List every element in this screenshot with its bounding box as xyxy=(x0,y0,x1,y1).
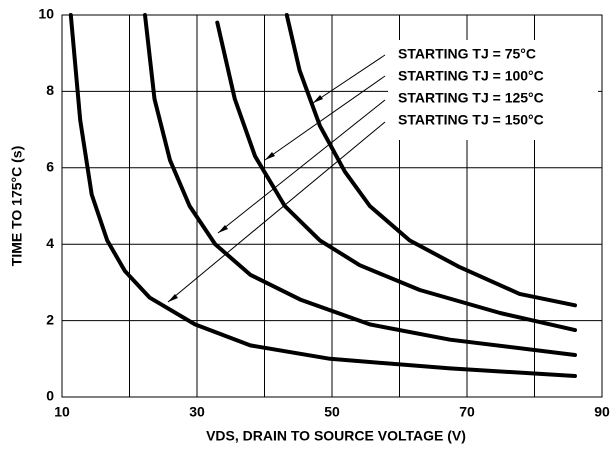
legend-label: STARTING TJ = 150°C xyxy=(398,112,544,128)
legend-label: STARTING TJ = 125°C xyxy=(398,90,544,106)
y-tick-label: 8 xyxy=(46,82,54,98)
y-tick-label: 10 xyxy=(38,6,54,22)
curve xyxy=(143,13,577,357)
x-tick-label: 70 xyxy=(459,404,475,420)
x-tick-label: 90 xyxy=(594,404,610,420)
x-tick-label: 50 xyxy=(324,404,340,420)
legend-label: STARTING TJ = 75°C xyxy=(398,46,536,62)
annotation-arrow xyxy=(312,54,386,104)
x-tick-label: 30 xyxy=(189,404,205,420)
arrow-head xyxy=(265,152,275,160)
curve xyxy=(284,13,577,308)
y-tick-label: 0 xyxy=(46,388,54,404)
curve xyxy=(215,20,577,333)
arrow-head xyxy=(218,225,228,233)
arrow-head xyxy=(168,294,178,302)
x-axis-label: VDS, DRAIN TO SOURCE VOLTAGE (V) xyxy=(206,428,466,444)
annotation-arrow xyxy=(217,99,386,234)
y-axis-label: TIME TO 175°C (s) xyxy=(9,146,25,266)
y-tick-label: 4 xyxy=(46,235,54,251)
annotation-arrow xyxy=(264,75,386,161)
annotation-arrow xyxy=(167,121,386,303)
x-tick-label: 10 xyxy=(54,404,70,420)
y-tick-label: 2 xyxy=(46,311,54,327)
y-tick-label: 6 xyxy=(46,159,54,175)
arrow-head xyxy=(313,95,323,103)
curve xyxy=(68,13,577,378)
legend-label: STARTING TJ = 100°C xyxy=(398,68,544,84)
legend-box xyxy=(388,40,598,140)
